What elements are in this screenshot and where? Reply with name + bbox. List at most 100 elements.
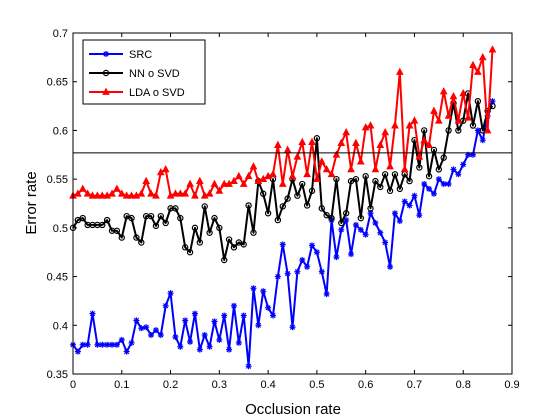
data-point-nn-o-svd — [338, 219, 345, 227]
data-point-nn-o-svd — [133, 234, 140, 241]
data-point-src — [191, 310, 198, 317]
data-point-nn-o-svd — [211, 214, 218, 222]
data-point-nn-o-svd — [352, 175, 360, 183]
data-point-lda-o-svd — [474, 67, 482, 75]
data-point-src — [240, 312, 247, 319]
data-point-nn-o-svd — [230, 244, 238, 251]
data-point-nn-o-svd — [250, 229, 257, 236]
data-point-src — [455, 171, 462, 178]
data-point-src — [99, 341, 106, 348]
data-point-nn-o-svd — [118, 234, 125, 241]
data-point-nn-o-svd — [162, 219, 169, 227]
y-tick-label: 0.65 — [47, 77, 68, 89]
data-point-lda-o-svd — [444, 111, 453, 119]
data-point-src — [94, 341, 101, 348]
data-point-src — [152, 327, 159, 334]
data-point-lda-o-svd — [449, 91, 458, 100]
data-point-lda-o-svd — [322, 165, 331, 173]
data-point-lda-o-svd — [220, 179, 229, 187]
data-point-lda-o-svd — [181, 189, 190, 197]
data-point-lda-o-svd — [200, 191, 209, 199]
data-point-nn-o-svd — [416, 164, 423, 171]
data-point-lda-o-svd — [166, 191, 175, 199]
data-point-src — [401, 198, 408, 205]
y-tick-label: 0.7 — [53, 28, 68, 40]
data-point-lda-o-svd — [108, 189, 116, 197]
data-point-src — [430, 190, 437, 197]
data-point-lda-o-svd — [142, 176, 150, 184]
data-point-lda-o-svd — [127, 191, 136, 199]
legend-label: LDA o SVD — [129, 87, 185, 99]
data-point-nn-o-svd — [421, 127, 428, 134]
data-point-src — [182, 317, 189, 324]
x-tick-label: 0.1 — [114, 379, 129, 391]
data-point-lda-o-svd — [352, 138, 360, 146]
data-point-nn-o-svd — [299, 180, 306, 188]
data-point-lda-o-svd — [283, 145, 292, 153]
data-point-lda-o-svd — [103, 191, 111, 199]
data-point-nn-o-svd — [206, 229, 213, 236]
data-point-lda-o-svd — [483, 126, 492, 134]
data-point-lda-o-svd — [488, 45, 497, 53]
data-point-src — [226, 346, 233, 353]
x-tick-label: 0.8 — [456, 379, 471, 391]
data-point-lda-o-svd — [230, 176, 238, 184]
data-point-src — [133, 317, 140, 324]
legend: SRC NN o SVD LDA o SVD — [82, 39, 206, 105]
data-point-src — [118, 336, 125, 343]
data-point-nn-o-svd — [186, 249, 194, 256]
data-point-nn-o-svd — [469, 122, 477, 129]
data-point-nn-o-svd — [260, 190, 267, 197]
y-tick-label: 0.55 — [47, 174, 68, 186]
data-point-lda-o-svd — [478, 52, 487, 61]
data-point-src — [343, 217, 350, 224]
data-point-src — [177, 343, 184, 350]
data-point-lda-o-svd — [342, 128, 350, 136]
data-point-src — [348, 251, 355, 258]
data-point-lda-o-svd — [400, 165, 409, 173]
data-point-lda-o-svd — [195, 176, 204, 184]
data-point-lda-o-svd — [205, 189, 214, 197]
data-point-src — [313, 249, 320, 256]
data-point-src — [450, 166, 457, 173]
data-point-lda-o-svd — [459, 89, 468, 97]
data-point-nn-o-svd — [342, 210, 350, 217]
data-point-nn-o-svd — [152, 222, 160, 230]
data-point-lda-o-svd — [93, 191, 102, 199]
data-point-src — [211, 318, 218, 325]
y-tick-label: 0.35 — [47, 369, 68, 381]
data-point-src — [357, 226, 364, 233]
data-point-lda-o-svd — [98, 191, 107, 199]
data-point-src — [265, 304, 272, 311]
data-point-src — [333, 254, 340, 261]
data-point-src — [377, 229, 384, 236]
data-point-lda-o-svd — [376, 140, 385, 148]
data-point-src — [460, 161, 467, 168]
data-point-lda-o-svd — [293, 152, 302, 160]
data-point-lda-o-svd — [235, 171, 243, 180]
y-tick-label: 0.6 — [53, 125, 68, 137]
data-point-src — [269, 312, 276, 319]
data-point-lda-o-svd — [171, 189, 180, 197]
data-point-nn-o-svd — [386, 187, 394, 195]
data-point-lda-o-svd — [249, 162, 258, 170]
axes-frame — [72, 32, 513, 375]
data-point-lda-o-svd — [288, 171, 297, 180]
data-point-lda-o-svd — [278, 179, 287, 187]
data-point-nn-o-svd — [216, 224, 223, 232]
data-point-nn-o-svd — [113, 227, 121, 234]
data-point-nn-o-svd — [172, 205, 179, 212]
x-tick-label: 0.5 — [309, 379, 324, 391]
data-point-lda-o-svd — [74, 189, 82, 197]
x-tick-label: 0.2 — [163, 379, 178, 391]
data-point-lda-o-svd — [454, 116, 463, 124]
x-tick-label: 0.6 — [358, 379, 373, 391]
data-point-lda-o-svd — [332, 150, 341, 158]
axes-layer: 0 0.1 0.2 0.3 0.4 0.5 0.6 0.7 0.8 0.9 0.35 0.4 0.45 0… — [47, 28, 520, 391]
data-point-lda-o-svd — [395, 67, 404, 75]
data-point-lda-o-svd — [469, 60, 477, 69]
data-point-lda-o-svd — [244, 171, 253, 180]
x-tick-label: 0.4 — [260, 379, 275, 391]
data-point-lda-o-svd — [239, 179, 248, 187]
data-point-lda-o-svd — [415, 152, 424, 160]
